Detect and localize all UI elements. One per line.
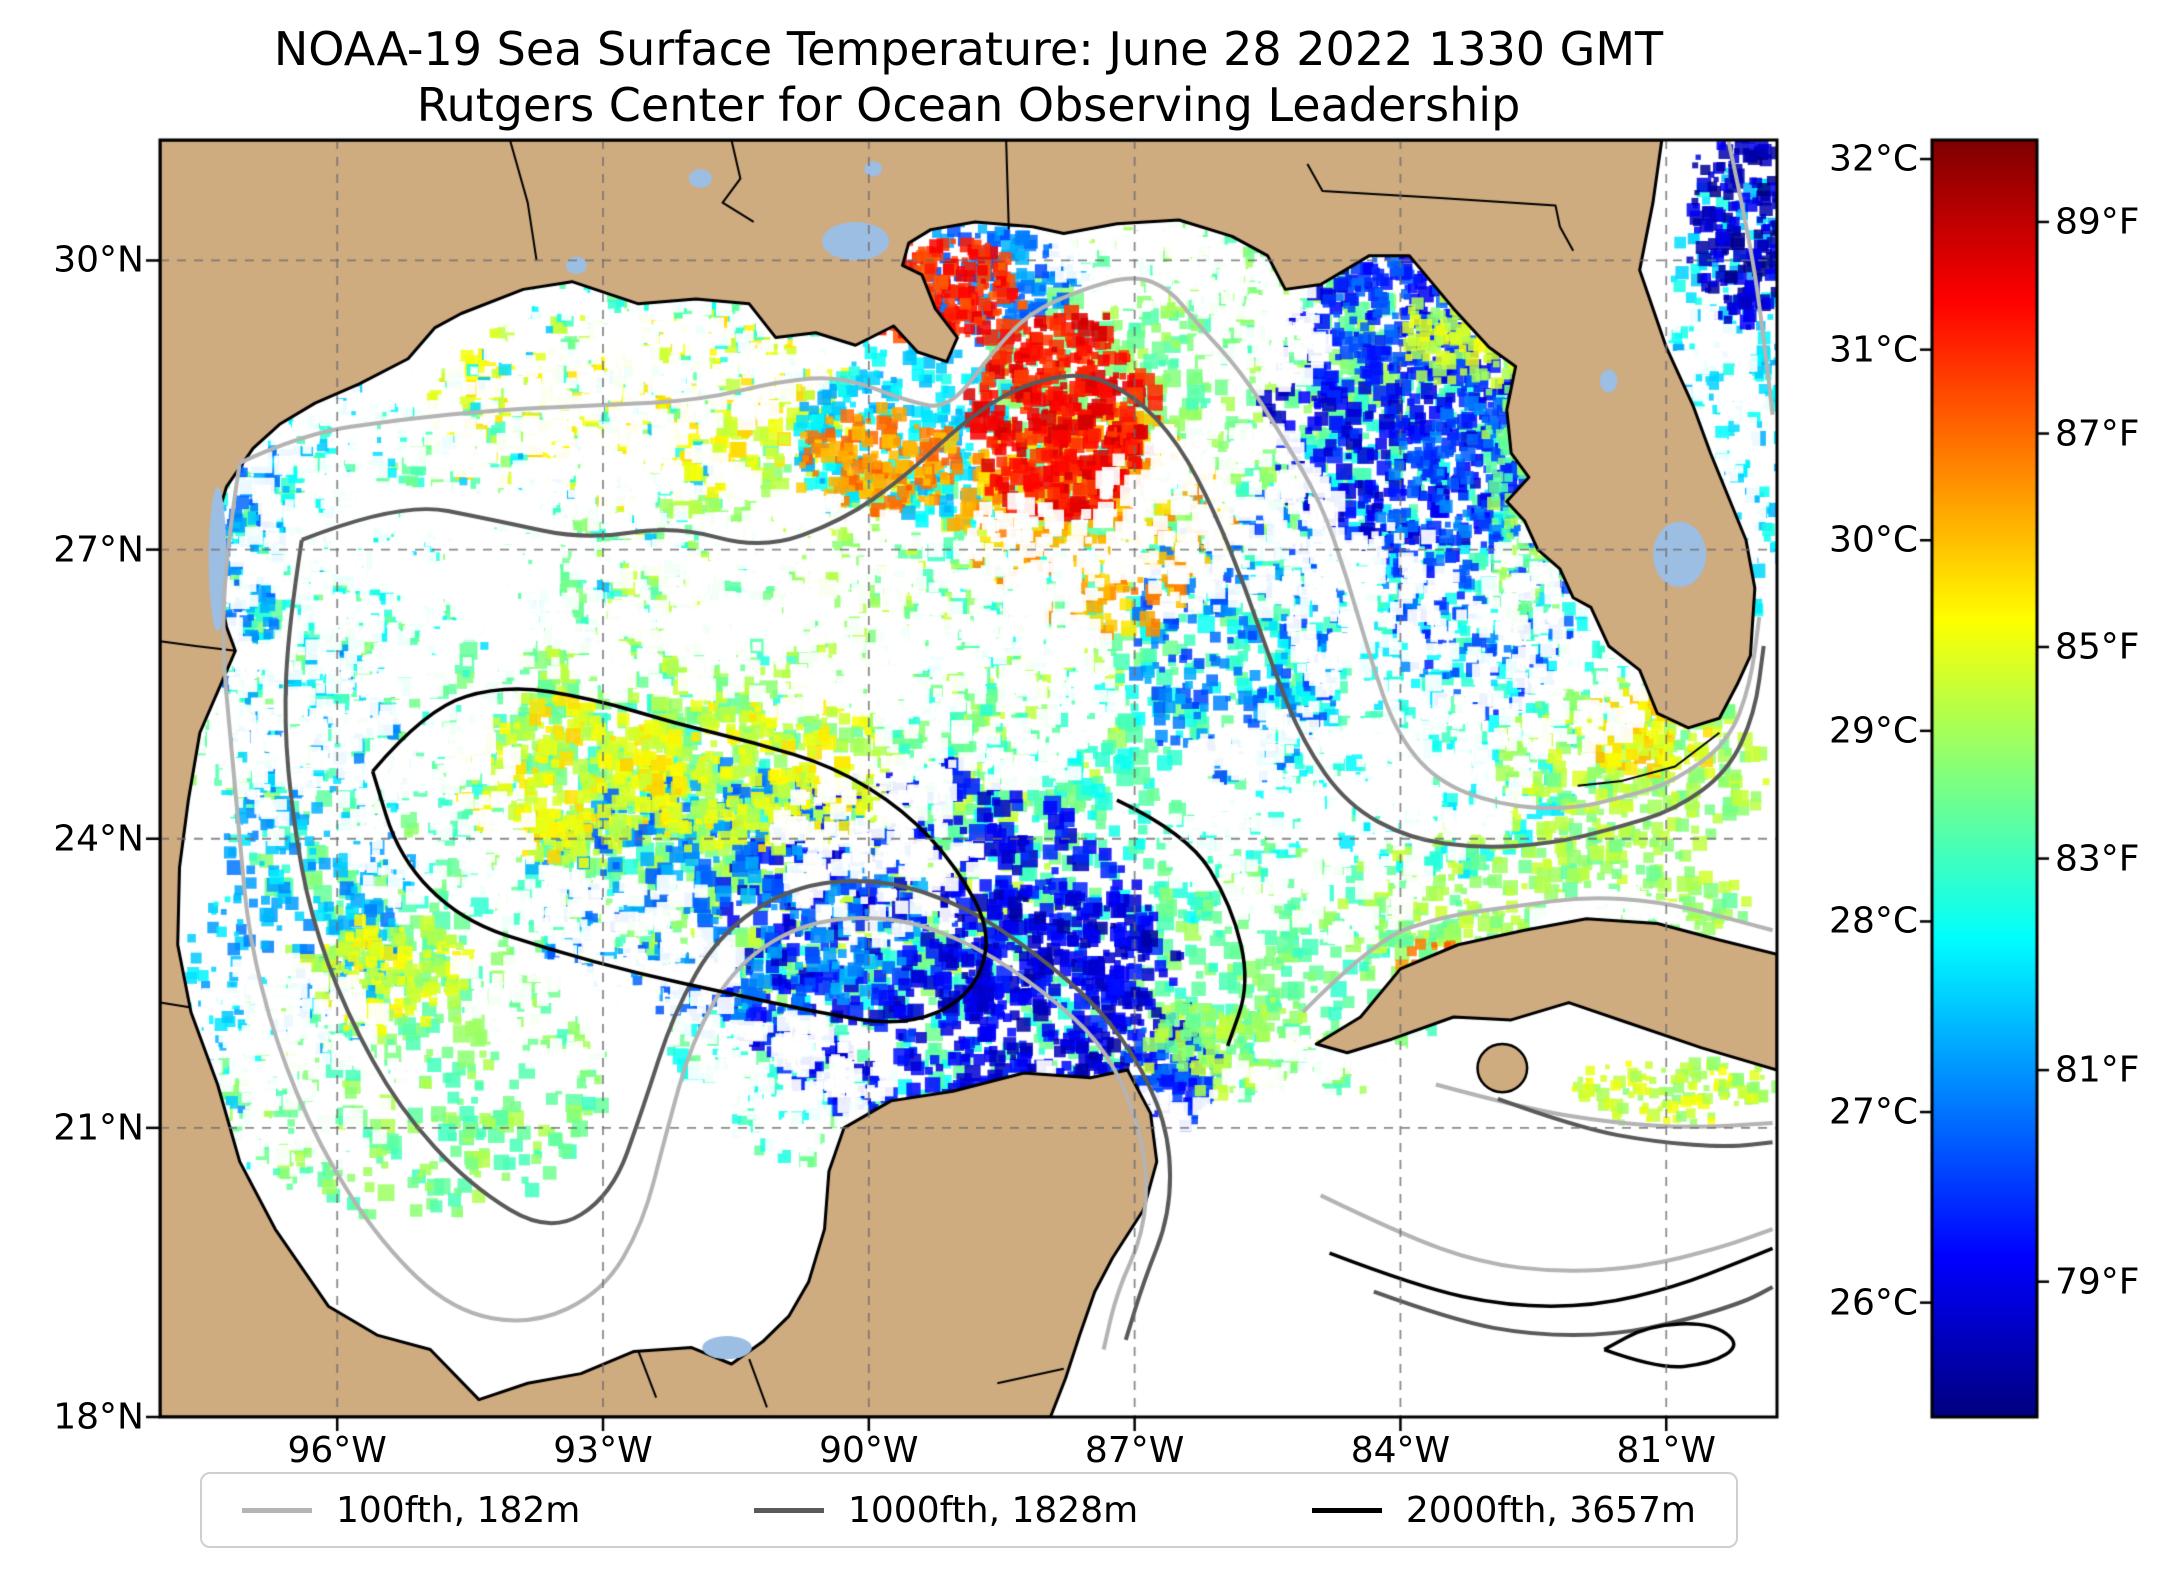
colorbar-celsius-label: 29°C	[1829, 710, 1918, 752]
colorbar-celsius-label: 27°C	[1829, 1091, 1918, 1133]
colorbar-celsius-label: 28°C	[1829, 900, 1918, 942]
legend-item-label: 2000fth, 3657m	[1405, 1489, 1696, 1531]
colorbar-celsius-label: 26°C	[1829, 1282, 1918, 1324]
lon-tick-label: 84°W	[1350, 1430, 1451, 1471]
colorbar-celsius-label: 32°C	[1829, 138, 1918, 180]
legend-item-label: 100fth, 182m	[336, 1489, 581, 1531]
legend-item-1000fth: 1000fth, 1828m	[754, 1490, 1138, 1531]
legend-line-sample-2000fth	[1311, 1507, 1382, 1513]
lon-tick-label: 81°W	[1616, 1430, 1716, 1471]
legend-line-sample-1000fth	[754, 1507, 824, 1513]
colorbar-fahrenheit-label: 85°F	[2055, 626, 2140, 668]
lat-tick-label: 30°N	[53, 239, 144, 281]
lon-tick-label: 96°W	[287, 1430, 387, 1471]
colorbar-celsius-label: 31°C	[1829, 329, 1918, 371]
colorbar-fahrenheit-label: 81°F	[2055, 1049, 2140, 1091]
colorbar-fahrenheit-label: 87°F	[2055, 413, 2140, 455]
lat-tick-label: 18°N	[53, 1396, 144, 1438]
contour-legend: 100fth, 182m 1000fth, 1828m 2000fth, 365…	[200, 1472, 1738, 1548]
legend-line-sample-100fth	[242, 1507, 312, 1513]
lat-tick-label: 27°N	[53, 529, 144, 571]
colorbar-fahrenheit-label: 79°F	[2055, 1261, 2140, 1303]
lon-tick-label: 87°W	[1084, 1430, 1185, 1471]
legend-item-2000fth: 2000fth, 3657m	[1311, 1489, 1696, 1531]
lon-tick-label: 90°W	[819, 1430, 919, 1471]
legend-item-label: 1000fth, 1828m	[848, 1489, 1139, 1531]
legend-item-100fth: 100fth, 182m	[242, 1490, 580, 1531]
colorbar-fahrenheit-label: 83°F	[2055, 838, 2140, 880]
chart-subtitle: Rutgers Center for Ocean Observing Leade…	[416, 78, 1521, 132]
colorbar-celsius-label: 30°C	[1829, 519, 1918, 561]
lon-tick-label: 93°W	[553, 1430, 653, 1471]
lat-tick-label: 24°N	[53, 818, 144, 860]
lat-tick-label: 21°N	[53, 1107, 144, 1149]
colorbar-fahrenheit-label: 89°F	[2055, 201, 2140, 243]
chart-title: NOAA-19 Sea Surface Temperature: June 28…	[273, 22, 1664, 76]
